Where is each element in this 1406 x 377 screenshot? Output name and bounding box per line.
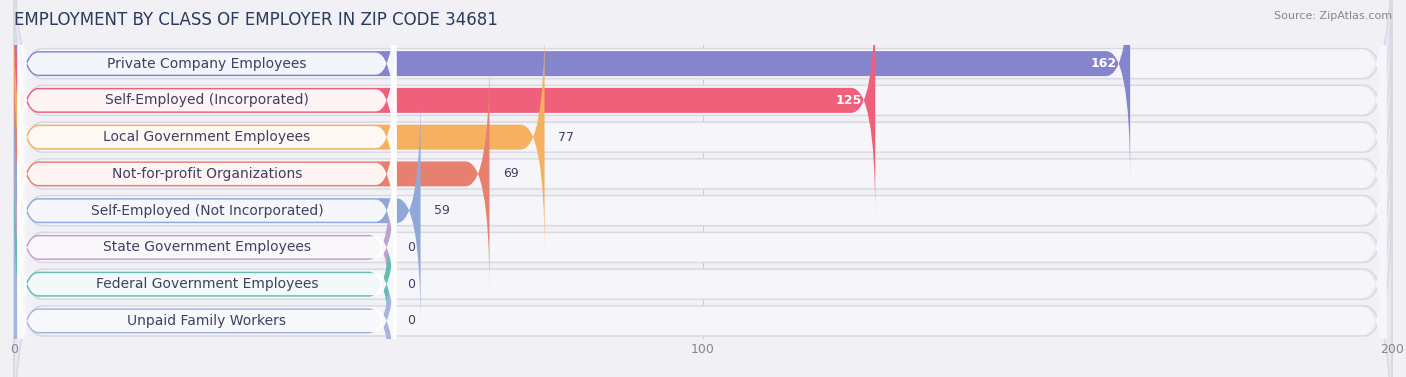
FancyBboxPatch shape [14, 0, 1130, 180]
FancyBboxPatch shape [20, 0, 1386, 178]
Text: 125: 125 [835, 94, 862, 107]
FancyBboxPatch shape [17, 1, 396, 199]
FancyBboxPatch shape [20, 207, 1386, 377]
Text: State Government Employees: State Government Employees [103, 241, 311, 254]
Text: Self-Employed (Incorporated): Self-Employed (Incorporated) [105, 93, 309, 107]
FancyBboxPatch shape [14, 152, 1392, 377]
FancyBboxPatch shape [17, 112, 396, 310]
FancyBboxPatch shape [14, 79, 1392, 343]
FancyBboxPatch shape [14, 5, 1392, 269]
FancyBboxPatch shape [20, 133, 1386, 362]
FancyBboxPatch shape [14, 0, 1392, 196]
FancyBboxPatch shape [20, 60, 1386, 288]
Text: 0: 0 [406, 241, 415, 254]
Text: 0: 0 [406, 278, 415, 291]
Text: 162: 162 [1090, 57, 1116, 70]
Text: Federal Government Employees: Federal Government Employees [96, 277, 318, 291]
Text: 59: 59 [434, 204, 450, 217]
FancyBboxPatch shape [17, 0, 396, 163]
FancyBboxPatch shape [14, 115, 1392, 377]
FancyBboxPatch shape [14, 131, 394, 363]
FancyBboxPatch shape [14, 95, 420, 327]
FancyBboxPatch shape [14, 205, 394, 377]
Text: Unpaid Family Workers: Unpaid Family Workers [128, 314, 287, 328]
FancyBboxPatch shape [14, 21, 544, 253]
FancyBboxPatch shape [14, 0, 1392, 232]
Text: Local Government Employees: Local Government Employees [103, 130, 311, 144]
Text: Self-Employed (Not Incorporated): Self-Employed (Not Incorporated) [90, 204, 323, 218]
FancyBboxPatch shape [17, 148, 396, 347]
FancyBboxPatch shape [14, 58, 489, 290]
FancyBboxPatch shape [20, 23, 1386, 251]
Text: 69: 69 [503, 167, 519, 180]
FancyBboxPatch shape [14, 42, 1392, 306]
Text: Not-for-profit Organizations: Not-for-profit Organizations [111, 167, 302, 181]
FancyBboxPatch shape [17, 222, 396, 377]
Text: EMPLOYMENT BY CLASS OF EMPLOYER IN ZIP CODE 34681: EMPLOYMENT BY CLASS OF EMPLOYER IN ZIP C… [14, 11, 498, 29]
FancyBboxPatch shape [20, 0, 1386, 215]
FancyBboxPatch shape [17, 185, 396, 377]
FancyBboxPatch shape [14, 0, 876, 216]
FancyBboxPatch shape [17, 38, 396, 236]
FancyBboxPatch shape [17, 75, 396, 273]
Text: 77: 77 [558, 131, 574, 144]
FancyBboxPatch shape [20, 170, 1386, 377]
Text: Private Company Employees: Private Company Employees [107, 57, 307, 70]
Text: 0: 0 [406, 314, 415, 327]
FancyBboxPatch shape [20, 96, 1386, 325]
FancyBboxPatch shape [14, 168, 394, 377]
Text: Source: ZipAtlas.com: Source: ZipAtlas.com [1274, 11, 1392, 21]
FancyBboxPatch shape [14, 189, 1392, 377]
